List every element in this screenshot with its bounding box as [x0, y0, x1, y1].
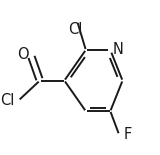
Text: N: N: [113, 42, 124, 58]
Text: Cl: Cl: [68, 22, 82, 37]
Text: Cl: Cl: [0, 93, 15, 108]
Text: F: F: [123, 127, 132, 142]
Text: O: O: [17, 47, 28, 62]
